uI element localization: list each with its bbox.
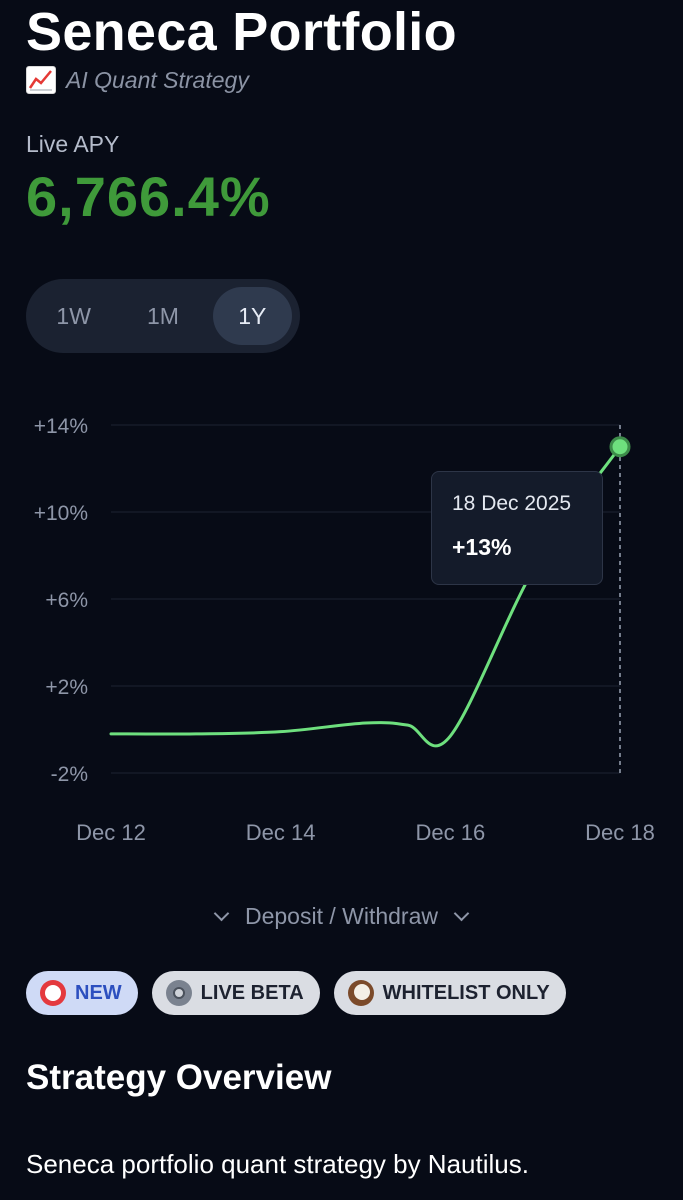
x-tick-label: Dec 18 — [585, 820, 655, 845]
chevron-down-icon — [213, 905, 230, 921]
badge-label: WHITELIST ONLY — [382, 981, 550, 1004]
tab-1y[interactable]: 1Y — [212, 287, 292, 345]
y-tick-label: +14% — [34, 415, 88, 438]
tab-1w[interactable]: 1W — [56, 302, 91, 329]
chart-svg: +14% +10% +6% +2% -2% Dec 12 Dec 14 Dec 16 Dec 1… — [34, 415, 655, 845]
tooltip-date: 18 Dec 2025 — [452, 492, 572, 515]
x-tick-label: Dec 16 — [415, 820, 485, 845]
chevron-down-icon — [453, 905, 470, 921]
x-tick-label: Dec 12 — [76, 820, 146, 845]
strategy-overview-title: Strategy Overview — [26, 1058, 332, 1097]
chart-increasing-icon — [26, 66, 56, 94]
x-tick-label: Dec 14 — [246, 820, 316, 845]
tooltip-value: +13% — [452, 534, 512, 560]
badge-list: NEW LIVE BETA WHITELIST ONLY — [26, 971, 566, 1015]
y-tick-label: -2% — [51, 763, 88, 786]
badge-live-beta: LIVE BETA — [151, 971, 320, 1015]
deposit-withdraw-toggle[interactable]: Deposit / Withdraw — [0, 896, 683, 936]
strategy-subtitle: AI Quant Strategy — [26, 66, 249, 94]
alarm-clock-icon — [40, 980, 66, 1006]
apy-label: Live APY — [26, 131, 120, 157]
page-title: Seneca Portfolio — [26, 2, 457, 62]
badge-whitelist-only: WHITELIST ONLY — [333, 971, 566, 1015]
deposit-withdraw-label: Deposit / Withdraw — [244, 902, 438, 929]
apy-value: 6,766.4% — [26, 165, 271, 228]
performance-chart: +14% +10% +6% +2% -2% Dec 12 Dec 14 Dec 16 Dec 1… — [0, 395, 683, 865]
badge-new: NEW — [26, 971, 138, 1015]
gear-icon — [165, 980, 192, 1006]
range-selector: 1W 1M 1Y — [26, 279, 300, 353]
tab-1m[interactable]: 1M — [147, 302, 179, 329]
subtitle-text: AI Quant Strategy — [66, 66, 249, 93]
y-tick-label: +2% — [45, 676, 88, 699]
coconut-icon — [347, 980, 374, 1006]
chart-tooltip: 18 Dec 2025 +13% — [431, 471, 603, 585]
y-tick-label: +10% — [34, 502, 88, 525]
y-tick-label: +6% — [45, 589, 88, 612]
badge-label: LIVE BETA — [200, 981, 304, 1004]
data-point-marker — [609, 436, 631, 458]
badge-label: NEW — [75, 981, 122, 1004]
strategy-overview-text: Seneca portfolio quant strategy by Nauti… — [26, 1149, 529, 1179]
